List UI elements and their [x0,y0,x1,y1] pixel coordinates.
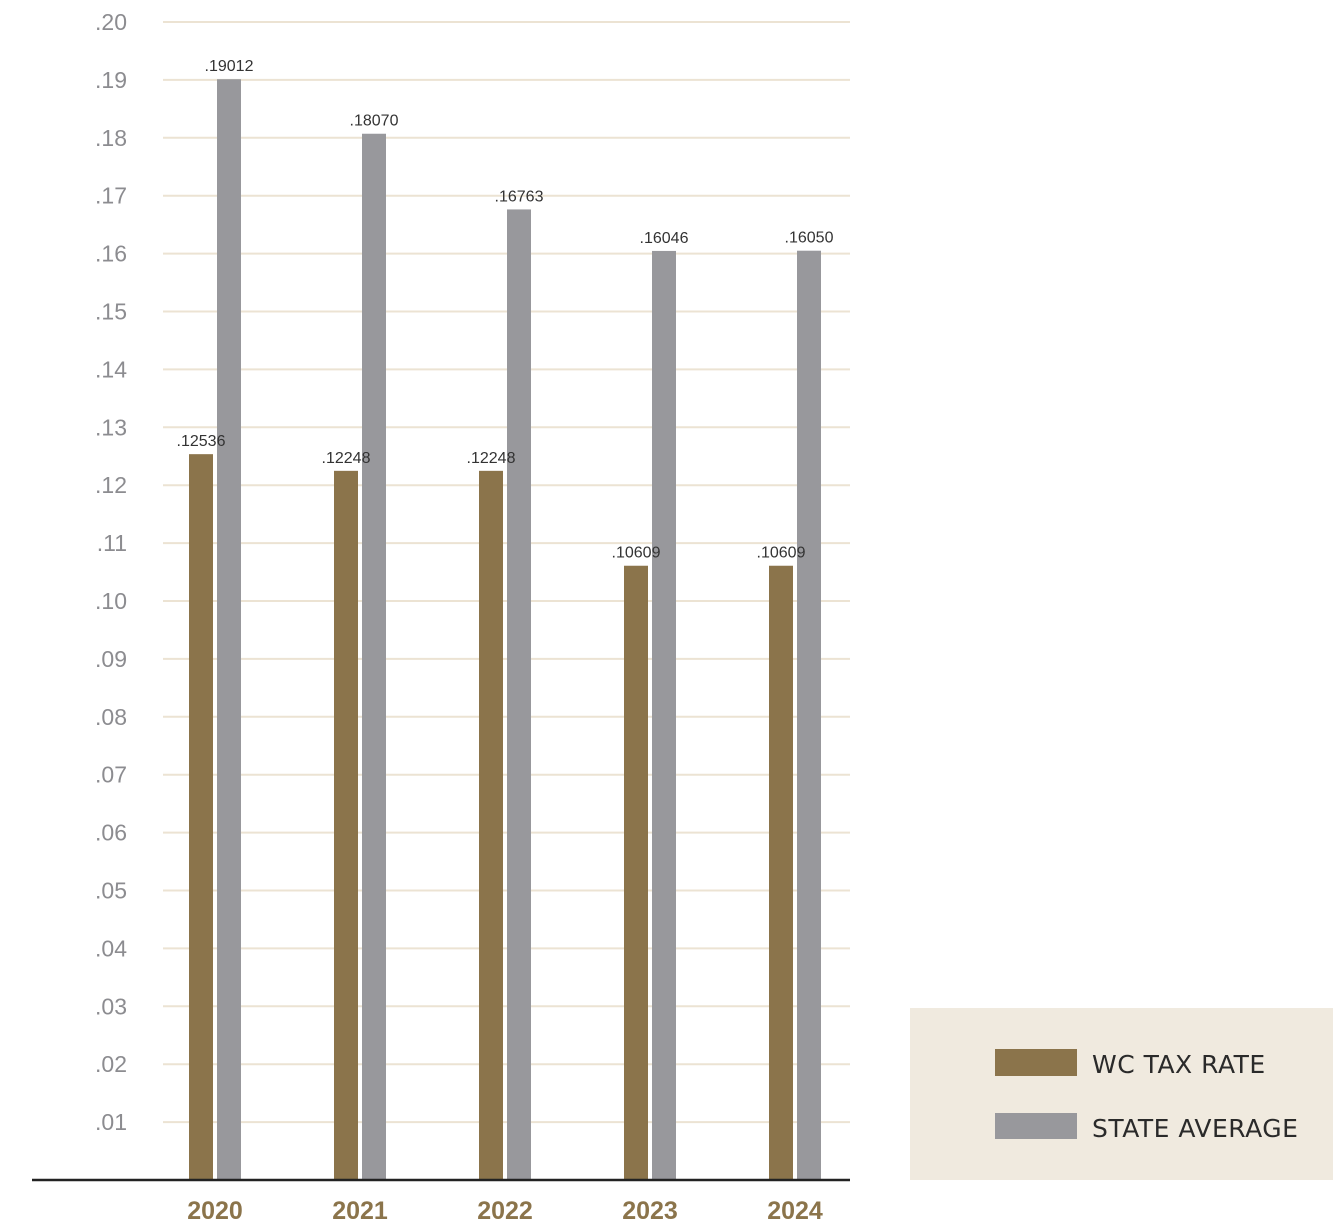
state-average-bar [797,250,821,1180]
bars [189,79,821,1181]
y-tick-label: .06 [95,820,127,846]
legend-swatch-wc-tax-rate [995,1049,1077,1076]
y-tick-label: .14 [95,356,127,382]
state-average-value-label: .16763 [495,188,544,205]
wc-tax-rate-value-label: .12248 [467,450,516,467]
x-tick-label: 2024 [767,1197,823,1223]
y-tick-label: .13 [95,414,127,440]
x-tick-label: 2023 [622,1197,678,1223]
y-tick-label: .17 [95,183,127,209]
state-average-bar [362,133,386,1181]
x-tick-label: 2021 [332,1197,388,1223]
y-tick-label: .18 [95,125,127,151]
x-axis-ticks: 2020 2021 2022 2023 2024 [187,1197,823,1223]
wc-tax-rate-value-label: .10609 [757,545,806,562]
y-tick-label: .01 [95,1109,127,1135]
state-average-value-label: .16050 [785,230,834,247]
y-tick-label: .20 [95,9,127,35]
state-average-value-label: .16046 [640,230,689,247]
wc-tax-rate-bar [769,565,793,1180]
state-average-bar [217,79,241,1180]
legend: WC TAX RATE STATE AVERAGE [910,1008,1333,1180]
wc-tax-rate-bar [479,470,503,1180]
wc-tax-rate-value-label: .12248 [322,450,371,467]
y-tick-label: .07 [95,762,127,788]
y-tick-label: .09 [95,646,127,672]
gridlines [163,21,850,1124]
y-tick-label: .05 [95,878,127,904]
state-average-bar [652,250,676,1181]
legend-swatch-state-average [995,1113,1077,1139]
y-tick-label: .15 [95,299,127,325]
wc-tax-rate-bar [334,470,358,1180]
legend-background [910,1008,1333,1180]
y-axis-ticks: .01 .02 .03 .04 .05 .06 .07 .08 .09 .10 .11 .12 .13.… [95,9,127,1135]
y-tick-label: .19 [95,67,127,93]
x-tick-label: 2022 [477,1197,533,1223]
x-tick-label: 2020 [187,1197,243,1223]
legend-label-state-average: STATE AVERAGE [1092,1114,1298,1143]
y-tick-label: .08 [95,704,127,730]
y-tick-label: .11 [97,530,127,556]
wc-tax-rate-value-label: .10609 [612,545,661,562]
state-average-value-label: .19012 [205,58,254,75]
y-tick-label: .10 [95,588,127,614]
wc-tax-rate-bar [189,454,213,1180]
state-average-bar [507,209,531,1180]
y-tick-label: .03 [95,993,127,1019]
y-tick-label: .04 [95,935,127,961]
wc-tax-rate-value-label: .12536 [177,433,226,450]
y-tick-label: .16 [95,241,127,267]
state-average-value-label: .18070 [350,113,399,130]
data-labels: .12536 .19012 .12248 .18070 .12248 .16763 .106… [177,58,834,562]
wc-tax-rate-bar [624,565,648,1180]
y-tick-label: .02 [95,1051,127,1077]
y-tick-label: .12 [95,472,127,498]
legend-label-wc-tax-rate: WC TAX RATE [1092,1050,1266,1079]
